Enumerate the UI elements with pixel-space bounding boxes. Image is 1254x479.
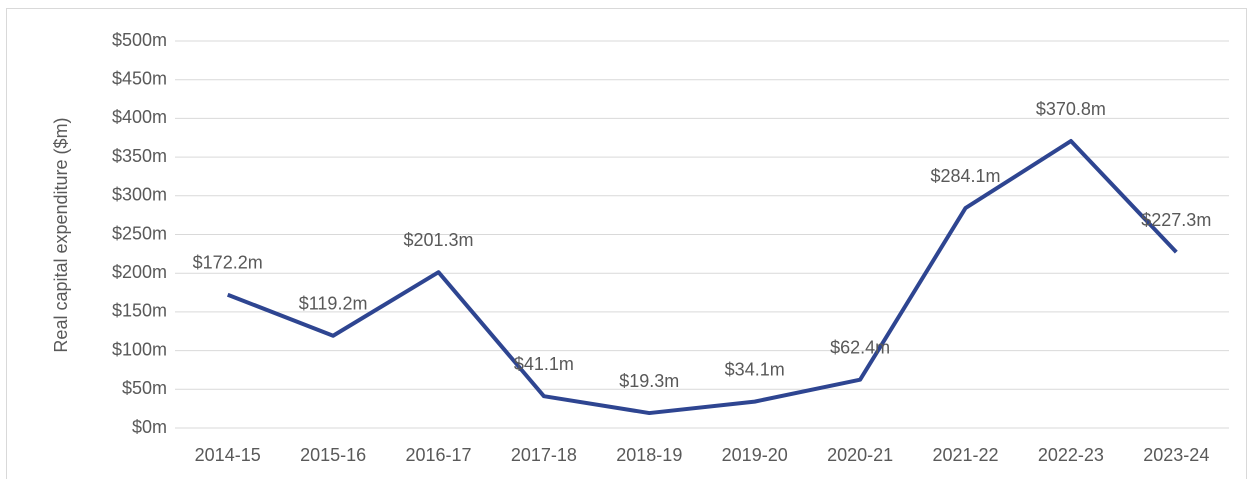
- y-axis-label: Real capital expenditure ($m): [51, 117, 71, 352]
- y-tick-label: $400m: [112, 107, 167, 127]
- y-tick-label: $50m: [122, 378, 167, 398]
- data-label: $370.8m: [1036, 99, 1106, 119]
- data-label: $119.2m: [299, 293, 368, 313]
- x-tick-label: 2017-18: [511, 445, 577, 465]
- y-tick-label: $500m: [112, 30, 167, 50]
- x-tick-label: 2020-21: [827, 445, 893, 465]
- line: [226, 139, 1178, 416]
- data-label: $62.4m: [830, 337, 890, 357]
- x-tick-label: 2015-16: [300, 445, 366, 465]
- y-tick-label: $200m: [112, 262, 167, 282]
- y-tick-label: $0m: [132, 417, 167, 437]
- x-tick-label: 2022-23: [1038, 445, 1104, 465]
- data-label: $201.3m: [403, 230, 473, 250]
- x-tick-label: 2023-24: [1143, 445, 1209, 465]
- y-tick-label: $250m: [112, 223, 167, 243]
- x-tick-label: 2021-22: [932, 445, 998, 465]
- y-tick-label: $150m: [112, 301, 167, 321]
- x-tick-label: 2016-17: [405, 445, 471, 465]
- x-tick-label: 2019-20: [722, 445, 788, 465]
- data-label: $19.3m: [619, 371, 679, 391]
- data-label: $227.3m: [1141, 210, 1211, 230]
- data-label: $172.2m: [193, 252, 263, 272]
- x-tick-label: 2018-19: [616, 445, 682, 465]
- data-label: $41.1m: [514, 354, 574, 374]
- y-tick-label: $350m: [112, 146, 167, 166]
- chart-border: [6, 8, 1247, 479]
- y-tick-label: $300m: [112, 185, 167, 205]
- data-label: $284.1m: [930, 166, 1000, 186]
- y-tick-label: $450m: [112, 68, 167, 88]
- data-label: $34.1m: [725, 359, 785, 379]
- y-tick-label: $100m: [112, 339, 167, 359]
- x-tick-label: 2014-15: [195, 445, 261, 465]
